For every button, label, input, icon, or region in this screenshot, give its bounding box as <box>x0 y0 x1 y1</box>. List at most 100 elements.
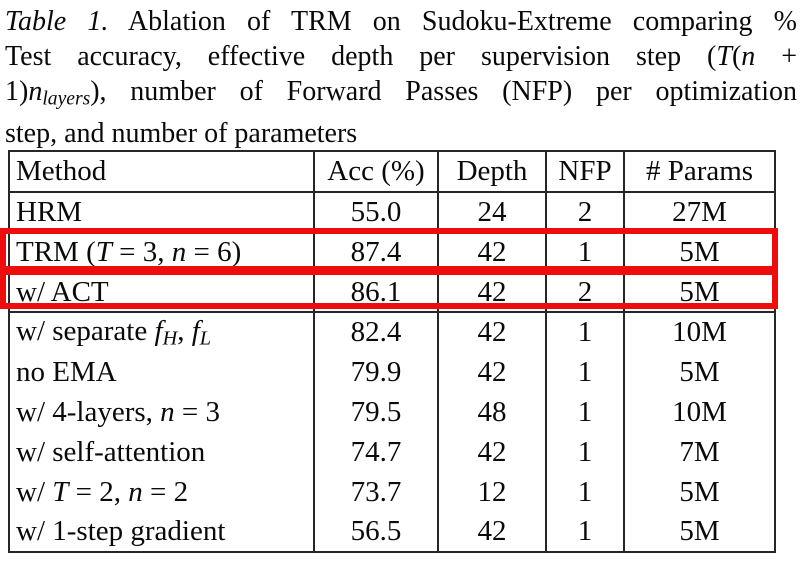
caption-line: 1)nlayers), number of Forward Passes (NF… <box>5 74 797 116</box>
table-header: Method Acc (%) Depth NFP # Params <box>8 151 776 193</box>
acc-cell: 74.7 <box>313 432 439 472</box>
nfp-cell: 1 <box>545 512 625 552</box>
text-segment: w/ <box>16 475 53 508</box>
text-segment: = 2, <box>68 475 129 508</box>
text-segment: no EMA <box>16 355 117 388</box>
caption-line: Table 1. Ablation of TRM on Sudoku-Extre… <box>5 4 797 39</box>
header-row: Method Acc (%) Depth NFP # Params <box>8 151 776 193</box>
table-row: w/ separate fH, fL 82.4 42 1 10M <box>8 312 776 352</box>
text-segment: step, and number of parameters <box>5 118 358 150</box>
nfp-cell: 1 <box>545 312 625 352</box>
method-cell: w/ 1-step gradient <box>8 512 315 552</box>
text-segment: , <box>177 314 192 347</box>
method-cell: w/ 4-layers, n = 3 <box>8 392 315 432</box>
text-segment: Table 1. <box>5 6 109 37</box>
params-cell: 10M <box>623 392 776 432</box>
method-cell: HRM <box>8 192 315 233</box>
params-cell: 7M <box>623 432 776 472</box>
acc-cell: 79.9 <box>313 352 439 392</box>
acc-cell: 56.5 <box>313 512 439 552</box>
depth-cell: 42 <box>437 512 547 552</box>
acc-cell: 87.4 <box>313 232 439 273</box>
nfp-cell: 2 <box>545 272 625 313</box>
method-cell: w/ self-attention <box>8 432 315 472</box>
text-segment: 1) <box>5 76 29 107</box>
table-row: w/ ACT 86.1 42 2 5M <box>8 272 776 313</box>
acc-cell: 82.4 <box>313 312 439 352</box>
params-cell: 5M <box>623 232 776 273</box>
params-cell: 10M <box>623 312 776 352</box>
text-segment: n <box>28 76 43 107</box>
col-header-params: # Params <box>623 151 776 193</box>
nfp-cell: 1 <box>545 232 625 273</box>
text-segment: n <box>160 395 175 428</box>
depth-cell: 42 <box>437 312 547 352</box>
text-segment: T <box>95 235 112 268</box>
caption-line: step, and number of parameters <box>5 116 797 151</box>
col-header-depth: Depth <box>437 151 547 193</box>
text-segment: n <box>171 235 187 268</box>
acc-cell: 55.0 <box>313 192 439 233</box>
params-cell: 27M <box>623 192 776 233</box>
text-segment: Ablation of TRM on Sudoku-Extreme compar… <box>108 6 797 37</box>
nfp-cell: 1 <box>545 352 625 392</box>
text-segment: T <box>52 475 69 508</box>
table-row: w/ T = 2, n = 2 73.7 12 1 5M <box>8 472 776 512</box>
text-segment: n <box>128 475 143 508</box>
text-segment: w/ 1-step gradient <box>16 515 226 547</box>
text-segment: w/ self-attention <box>16 435 206 468</box>
caption-line: Test accuracy, effective depth per super… <box>5 39 797 74</box>
text-segment: f <box>154 314 163 347</box>
acc-cell: 79.5 <box>313 392 439 432</box>
col-header-method: Method <box>8 151 315 193</box>
method-cell: w/ T = 2, n = 2 <box>8 472 315 512</box>
text-segment: = 3 <box>174 395 221 428</box>
nfp-cell: 1 <box>545 432 625 472</box>
acc-cell: 73.7 <box>313 472 439 512</box>
table-row: no EMA 79.9 42 1 5M <box>8 352 776 392</box>
depth-cell: 42 <box>437 432 547 472</box>
table-row: w/ 1-step gradient 56.5 42 1 5M <box>8 512 776 552</box>
params-cell: 5M <box>623 272 776 313</box>
table-row: HRM 55.0 24 2 27M <box>8 192 776 233</box>
text-segment: w/ separate <box>16 314 155 347</box>
ablation-table: Method Acc (%) Depth NFP # Params HRM 55.… <box>8 150 776 553</box>
text-segment: + <box>755 41 797 72</box>
method-cell: TRM (T = 3, n = 6) <box>8 232 315 273</box>
text-segment: ( <box>731 41 742 72</box>
text-segment: layers <box>42 88 91 110</box>
nfp-cell: 2 <box>545 192 625 233</box>
params-cell: 5M <box>623 512 776 552</box>
table-caption: Table 1. Ablation of TRM on Sudoku-Extre… <box>5 4 797 151</box>
method-cell: w/ ACT <box>8 272 315 313</box>
params-cell: 5M <box>623 352 776 392</box>
text-segment: H <box>162 327 178 350</box>
method-cell: no EMA <box>8 352 315 392</box>
depth-cell: 48 <box>437 392 547 432</box>
text-segment: n <box>741 41 756 72</box>
table-row: w/ 4-layers, n = 3 79.5 48 1 10M <box>8 392 776 432</box>
table-row: TRM (T = 3, n = 6) 87.4 42 1 5M <box>8 232 776 273</box>
nfp-cell: 1 <box>545 392 625 432</box>
text-segment: = 6) <box>186 235 242 268</box>
table-body: HRM 55.0 24 2 27M TRM (T = 3, n = 6) 87.4 42 1 5M… <box>8 192 776 552</box>
col-header-acc: Acc (%) <box>313 151 439 193</box>
depth-cell: 42 <box>437 232 547 273</box>
text-segment: w/ 4-layers, <box>16 395 161 428</box>
text-segment: w/ ACT <box>16 275 109 308</box>
text-segment: = 3, <box>111 235 172 268</box>
text-segment: L <box>199 327 212 350</box>
depth-cell: 42 <box>437 352 547 392</box>
text-segment: = 2 <box>142 475 189 508</box>
depth-cell: 42 <box>437 272 547 313</box>
text-segment: T <box>716 41 732 72</box>
nfp-cell: 1 <box>545 472 625 512</box>
text-segment: f <box>191 314 200 347</box>
method-cell: w/ separate fH, fL <box>8 312 315 352</box>
depth-cell: 24 <box>437 192 547 233</box>
depth-cell: 12 <box>437 472 547 512</box>
text-segment: ), number of Forward Passes (NFP) per op… <box>90 76 797 107</box>
text-segment: Test accuracy, effective depth per super… <box>5 41 717 72</box>
params-cell: 5M <box>623 472 776 512</box>
